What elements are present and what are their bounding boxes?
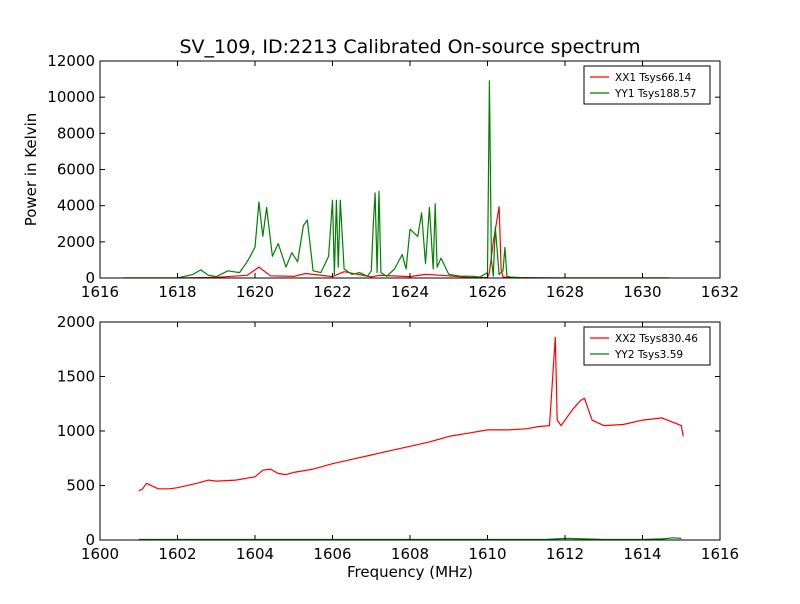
x-tick-label: 1616 [701,545,739,563]
legend: XX2 Tsys830.46 YY2 Tsys3.59 [583,326,711,366]
x-tick-label: 1616 [81,283,119,301]
series-group [123,80,670,278]
x-tick-label: 1614 [623,545,661,563]
x-tick-label: 1620 [236,283,274,301]
series-line-2 [123,80,670,278]
figure-title: SV_109, ID:2213 Calibrated On-source spe… [179,36,640,58]
x-axis-label: Frequency (MHz) [347,563,473,581]
x-tick-label: 1612 [546,545,584,563]
x-tick-label: 1628 [546,283,584,301]
x-tick-label: 1624 [391,283,429,301]
y-tick-label: 0 [85,531,95,549]
series-group [138,336,684,540]
y-tick-label: 2000 [57,313,95,331]
chart-panel-2: 1600 1602 1604 1606 1608 1610 1612 1614 1616 0 500… [57,313,739,581]
chart-panel-1: 1616 1618 1620 1622 1624 1626 1628 1630 1632 0 200… [22,52,739,301]
y-tick-label: 1000 [57,422,95,440]
series-line-1 [123,206,670,278]
y-axis-label: Power in Kelvin [22,113,40,227]
legend-label: YY2 Tsys3.59 [614,349,683,361]
x-tick-label: 1600 [81,545,119,563]
y-tick-label: 10000 [47,88,95,106]
x-tick-label: 1618 [158,283,196,301]
x-tick-label: 1610 [468,545,506,563]
y-tick-label: 500 [66,477,95,495]
y-tick-label: 1500 [57,368,95,386]
y-tick-label: 4000 [57,197,95,215]
y-tick-label: 2000 [57,233,95,251]
x-tick-label: 1604 [236,545,274,563]
y-tick-label: 8000 [57,124,95,142]
x-tick-label: 1602 [158,545,196,563]
legend-box [583,65,711,105]
x-tick-label: 1606 [313,545,351,563]
legend-label: XX1 Tsys66.14 [615,72,692,84]
legend-box [583,326,711,366]
y-tick-label: 6000 [57,161,95,179]
x-tick-label: 1626 [468,283,506,301]
x-tick-label: 1608 [391,545,429,563]
x-tick-label: 1632 [701,283,739,301]
series-line-1 [138,336,684,492]
y-tick-label: 12000 [47,52,95,70]
legend-label: YY1 Tsys188.57 [614,88,696,100]
legend: XX1 Tsys66.14 YY1 Tsys188.57 [583,65,711,105]
x-tick-label: 1630 [623,283,661,301]
x-tick-label: 1622 [313,283,351,301]
legend-label: XX2 Tsys830.46 [615,333,698,345]
y-tick-label: 0 [85,269,95,287]
